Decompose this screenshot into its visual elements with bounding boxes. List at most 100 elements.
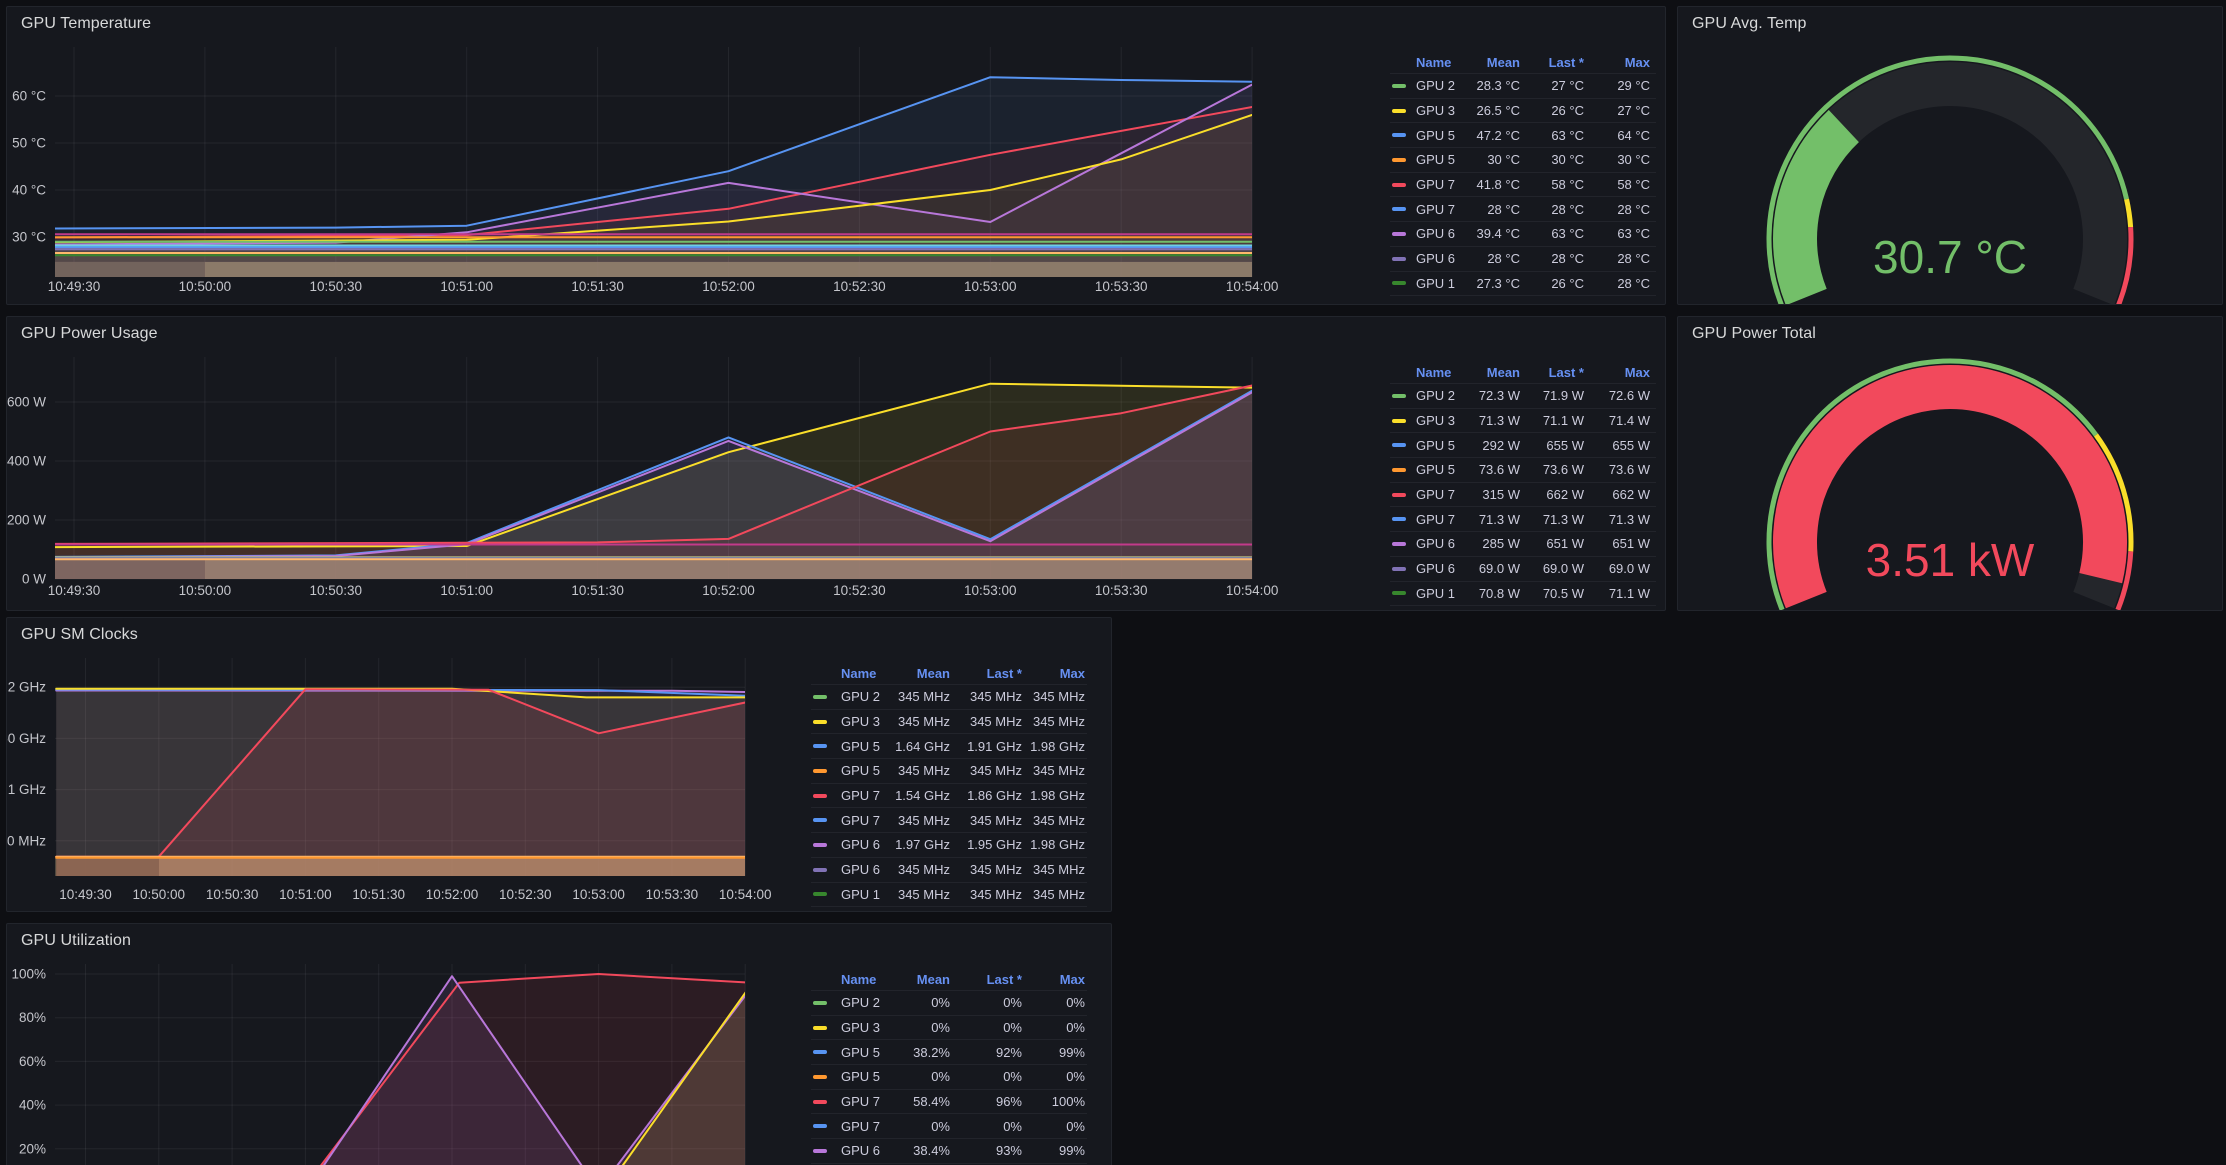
legend-value: 73.6 W — [1478, 462, 1520, 478]
temperature-plot-area — [55, 76, 1252, 277]
legend-header-mean[interactable]: Mean — [916, 665, 950, 681]
panel-title-gpu-power-total[interactable]: GPU Power Total — [1692, 325, 1816, 342]
legend-row: GPU 7 58.4% 96% 100% — [811, 1088, 1087, 1114]
sm_clocks-plot-area — [55, 687, 745, 876]
legend-header-last[interactable]: Last * — [1548, 54, 1584, 70]
legend-header-max[interactable]: Max — [1624, 54, 1650, 70]
panel-gpu-power-usage: GPU Power Usage 600 W 400 W 200 W 0 W 10:49:… — [6, 316, 1666, 611]
legend-value: 1.91 GHz — [967, 738, 1022, 754]
legend-value: 64 °C — [1617, 127, 1650, 143]
legend-value: 345 MHz — [969, 886, 1022, 902]
legend-series-name[interactable]: GPU 5 — [1416, 152, 1456, 168]
legend-header-mean[interactable]: Mean — [1486, 54, 1520, 70]
legend-series-name[interactable]: GPU 5 — [841, 1044, 881, 1060]
legend-series-name[interactable]: GPU 7 — [841, 1094, 881, 1110]
panel-title-gpu-utilization[interactable]: GPU Utilization — [21, 932, 131, 949]
legend-series-name[interactable]: GPU 7 — [841, 788, 881, 804]
legend-series-name[interactable]: GPU 1 — [1416, 275, 1456, 291]
legend-series-name[interactable]: GPU 1 — [1416, 585, 1456, 601]
panel-title-gpu-power-usage[interactable]: GPU Power Usage — [21, 325, 158, 342]
power-chart-svg: 600 W 400 W 200 W 0 W10:49:30 10:50:00 10:50:… — [7, 357, 1278, 598]
legend-series-name[interactable]: GPU 6 — [841, 862, 881, 878]
legend-series-name[interactable]: GPU 7 — [1416, 201, 1456, 217]
x-axis-tick-label: 10:53:00 — [964, 583, 1017, 598]
gpu-power-usage-chart[interactable]: 600 W 400 W 200 W 0 W 10:49:30 10:50:00 10:50:… — [7, 317, 1665, 610]
legend-series-name[interactable]: GPU 6 — [1416, 561, 1456, 577]
legend-series-name[interactable]: GPU 5 — [1416, 437, 1456, 453]
legend-value: 0% — [1003, 995, 1022, 1011]
series-color-swatch — [811, 867, 841, 872]
series-color-swatch — [1390, 157, 1416, 162]
gpu-temperature-chart[interactable]: 60 °C 50 °C 40 °C 30 °C 10:49:30 10:50:00 10:5… — [7, 7, 1665, 304]
gpu-sm-clocks-chart[interactable]: 2 GHz 1.50 GHz 1 GHz 500 MHz 10:49:30 10:50:0… — [7, 618, 1111, 911]
legend-header-mean[interactable]: Mean — [1486, 364, 1520, 380]
legend-series-name[interactable]: GPU 3 — [841, 714, 881, 730]
legend-row: GPU 7 41.8 °C 58 °C 58 °C — [1390, 171, 1656, 197]
legend-series-name[interactable]: GPU 7 — [1416, 511, 1456, 527]
legend-value: 71.3 W — [1478, 413, 1520, 429]
series-color-swatch — [1390, 541, 1416, 546]
legend-value: 28 °C — [1617, 201, 1650, 217]
legend-header-last[interactable]: Last * — [1548, 364, 1584, 380]
legend-series-name[interactable]: GPU 2 — [1416, 78, 1456, 94]
series-color-swatch — [1390, 467, 1416, 472]
legend-value: 345 MHz — [969, 812, 1022, 828]
legend-series-name[interactable]: GPU 5 — [841, 1069, 881, 1085]
legend-series-name[interactable]: GPU 7 — [1416, 177, 1456, 193]
series-color-swatch — [811, 892, 841, 897]
legend-header-last[interactable]: Last * — [986, 971, 1022, 987]
legend-value: 345 MHz — [969, 689, 1022, 705]
legend-series-name[interactable]: GPU 6 — [1416, 226, 1456, 242]
legend-header-max[interactable]: Max — [1059, 971, 1085, 987]
legend-value: 0% — [1003, 1118, 1022, 1134]
x-axis-tick-label: 10:51:30 — [571, 279, 624, 294]
legend-header-name[interactable]: Name — [1416, 54, 1452, 70]
legend-header-name[interactable]: Name — [841, 971, 877, 987]
legend-row: GPU 3 71.3 W 71.1 W 71.4 W — [1390, 407, 1656, 433]
legend-series-name[interactable]: GPU 6 — [841, 1143, 881, 1159]
legend-series-name[interactable]: GPU 5 — [841, 738, 881, 754]
legend-series-name[interactable]: GPU 3 — [841, 1020, 881, 1036]
legend-header-max[interactable]: Max — [1059, 665, 1085, 681]
x-axis-tick-label: 10:50:00 — [179, 583, 232, 598]
legend-value: 58 °C — [1617, 177, 1650, 193]
legend-series-name[interactable]: GPU 6 — [841, 837, 881, 853]
legend-header-name[interactable]: Name — [1416, 364, 1452, 380]
legend-value: 28 °C — [1551, 251, 1584, 267]
legend-value: 26 °C — [1551, 275, 1584, 291]
legend-series-name[interactable]: GPU 6 — [1416, 251, 1456, 267]
legend-series-name[interactable]: GPU 5 — [841, 763, 881, 779]
legend-series-name[interactable]: GPU 3 — [1416, 103, 1456, 119]
legend-value: 63 °C — [1617, 226, 1650, 242]
legend-series-name[interactable]: GPU 2 — [841, 689, 881, 705]
legend-value: 1.86 GHz — [967, 788, 1022, 804]
legend-row: GPU 7 0% 0% 0% — [811, 1113, 1087, 1138]
panel-title-gpu-sm-clocks[interactable]: GPU SM Clocks — [21, 626, 138, 643]
legend-series-name[interactable]: GPU 7 — [1416, 487, 1456, 503]
legend-series-name[interactable]: GPU 7 — [841, 812, 881, 828]
legend-series-name[interactable]: GPU 3 — [1416, 413, 1456, 429]
legend-header-mean[interactable]: Mean — [916, 971, 950, 987]
panel-title-gpu-temperature[interactable]: GPU Temperature — [21, 15, 152, 32]
legend-row: GPU 6 285 W 651 W 651 W — [1390, 531, 1656, 556]
legend-row: GPU 2 345 MHz 345 MHz 345 MHz — [811, 684, 1087, 709]
legend-value: 58 °C — [1551, 177, 1584, 193]
legend-series-name[interactable]: GPU 6 — [1416, 536, 1456, 552]
legend-value: 292 W — [1482, 437, 1520, 453]
legend-row: GPU 5 292 W 655 W 655 W — [1390, 432, 1656, 457]
legend-series-name[interactable]: GPU 7 — [841, 1118, 881, 1134]
legend-series-name[interactable]: GPU 1 — [841, 886, 881, 902]
legend-value: 71.9 W — [1542, 388, 1584, 404]
legend-series-name[interactable]: GPU 5 — [1416, 462, 1456, 478]
legend-header-row: Name Mean Last * Max — [811, 968, 1087, 990]
panel-title-gpu-avg-temp[interactable]: GPU Avg. Temp — [1692, 15, 1807, 32]
legend-series-name[interactable]: GPU 2 — [1416, 388, 1456, 404]
legend-header-name[interactable]: Name — [841, 665, 877, 681]
gpu-utilization-chart[interactable]: 100% 80% 60% 40% 20% — [7, 924, 1111, 1165]
legend-series-name[interactable]: GPU 5 — [1416, 127, 1456, 143]
legend-header-last[interactable]: Last * — [986, 665, 1022, 681]
legend-series-name[interactable]: GPU 2 — [841, 995, 881, 1011]
legend-value: 0% — [931, 1020, 950, 1036]
legend-header-max[interactable]: Max — [1624, 364, 1650, 380]
legend-value: 315 W — [1482, 487, 1520, 503]
